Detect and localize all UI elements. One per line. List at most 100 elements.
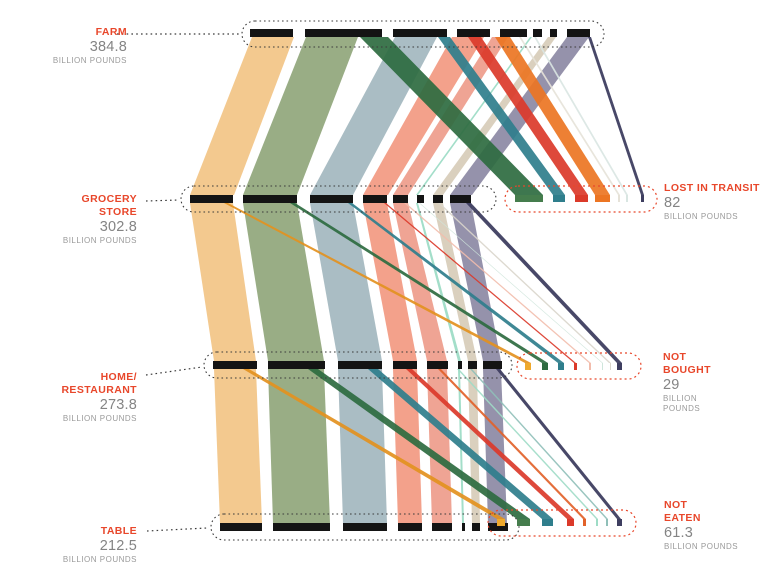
loss-unit: BILLION bbox=[663, 394, 698, 403]
stage-name: FARM bbox=[95, 26, 127, 38]
stage-unit: BILLION POUNDS bbox=[62, 236, 137, 245]
loss-bar-segment bbox=[542, 363, 548, 370]
stage-bar-segment bbox=[567, 29, 590, 37]
not-bought-label: NOT BOUGHT 29 BILLION POUNDS bbox=[663, 351, 768, 414]
loss-name: NOT bbox=[663, 351, 687, 363]
stage-bar-segment bbox=[220, 523, 262, 531]
flow-band-paleteal bbox=[470, 369, 608, 519]
loss-value: 82 bbox=[664, 195, 681, 211]
stage-name: RESTAURANT bbox=[61, 384, 137, 396]
flow-band-mint bbox=[457, 369, 598, 519]
stage-value: 302.8 bbox=[99, 219, 137, 235]
stage-bar-segment bbox=[432, 523, 452, 531]
flow-band-red bbox=[384, 203, 576, 363]
stage-group-outline bbox=[241, 20, 605, 48]
loss-group-outline bbox=[504, 185, 658, 213]
loss-unit: BILLION POUNDS bbox=[664, 212, 739, 221]
flow-band-salmon bbox=[363, 203, 417, 361]
flow-band-orange bbox=[495, 37, 610, 195]
flow-band-teal bbox=[368, 369, 553, 519]
flow-band-red bbox=[406, 369, 574, 519]
flow-band-tan bbox=[190, 37, 294, 195]
loss-bar-segment bbox=[602, 363, 603, 370]
stage-bar-segment bbox=[310, 195, 353, 203]
stage-bar-segment bbox=[417, 195, 424, 203]
loss-bar-segment bbox=[606, 519, 608, 526]
flow-band-red bbox=[468, 37, 588, 195]
stage-value: 384.8 bbox=[89, 39, 127, 55]
stage-bar-segment bbox=[393, 361, 417, 369]
loss-bar-segment bbox=[542, 519, 553, 526]
flow-band-purple bbox=[450, 203, 501, 361]
flow-band-pale2 bbox=[534, 37, 628, 195]
stage-bar-segment bbox=[550, 29, 557, 37]
flow-band-teal bbox=[348, 203, 564, 363]
home-restaurant-label: HOME/ RESTAURANT 273.8 BILLION POUNDS bbox=[17, 371, 137, 424]
stage-bar-segment bbox=[250, 29, 293, 37]
stage-bar-segment bbox=[398, 523, 422, 531]
flow-band-sage bbox=[243, 203, 324, 361]
stage-bar-segment bbox=[450, 195, 471, 203]
flow-band-navy bbox=[466, 203, 622, 363]
grocery-store-label: GROCERY STORE 302.8 BILLION POUNDS bbox=[17, 193, 137, 246]
leader-line bbox=[145, 366, 203, 376]
loss-name: BOUGHT bbox=[663, 364, 711, 376]
flow-band-tan bbox=[190, 203, 256, 361]
flow-band-palemint bbox=[419, 203, 603, 363]
loss-name: NOT bbox=[664, 499, 688, 511]
flow-band-amber2 bbox=[224, 203, 531, 363]
flow-band-darkgreen bbox=[308, 369, 530, 519]
flow-band-darkgreen bbox=[290, 203, 548, 363]
stage-bar-segment bbox=[268, 361, 325, 369]
loss-bar-segment bbox=[610, 363, 611, 370]
loss-bar-segment bbox=[596, 519, 598, 526]
flow-band-darkgreen bbox=[360, 37, 543, 195]
loss-bar-segment bbox=[497, 519, 505, 526]
loss-name: LOST IN TRANSIT bbox=[664, 182, 760, 194]
stage-group-outline bbox=[203, 351, 513, 379]
stage-bar-segment bbox=[457, 29, 490, 37]
loss-bar-segment bbox=[525, 363, 531, 370]
flow-band-salmon2 bbox=[427, 369, 452, 523]
leader-line bbox=[146, 527, 208, 532]
flow-band-pale1 bbox=[519, 37, 620, 195]
loss-bar-segment bbox=[589, 363, 591, 370]
loss-value: 29 bbox=[663, 377, 680, 393]
stage-unit: BILLION POUNDS bbox=[62, 414, 137, 423]
table-label: TABLE 212.5 BILLION POUNDS bbox=[17, 525, 137, 565]
leader-line bbox=[145, 199, 180, 202]
stage-bar-segment bbox=[458, 361, 462, 369]
flow-band-sage bbox=[268, 369, 330, 523]
stage-bar-segment bbox=[393, 195, 408, 203]
stage-bar-segment bbox=[343, 523, 387, 531]
stage-unit: BILLION POUNDS bbox=[52, 56, 127, 65]
stage-bar-segment bbox=[213, 361, 257, 369]
stage-bar-segment bbox=[427, 361, 448, 369]
flow-band-bluegray bbox=[338, 369, 387, 523]
stage-bar-segment bbox=[393, 29, 447, 37]
stage-bar-segment bbox=[273, 523, 330, 531]
loss-bar-segment bbox=[617, 519, 622, 526]
stage-bar-segment bbox=[433, 195, 443, 203]
lost-in-transit-label: LOST IN TRANSIT 82 BILLION POUNDS bbox=[664, 182, 768, 222]
flow-band-salmon bbox=[363, 37, 484, 195]
flow-band-tan bbox=[214, 369, 262, 523]
loss-bar-segment bbox=[641, 195, 644, 202]
farm-label: FARM 384.8 BILLION POUNDS bbox=[7, 26, 127, 66]
loss-bar-segment bbox=[595, 195, 610, 202]
stage-value: 212.5 bbox=[99, 538, 137, 554]
flow-band-bluegray bbox=[310, 203, 382, 361]
stage-bar-segment bbox=[472, 523, 480, 531]
loss-unit: POUNDS bbox=[663, 404, 701, 413]
loss-bar-segment bbox=[626, 195, 628, 202]
stage-bar-segment bbox=[190, 195, 233, 203]
stage-name: HOME/ bbox=[100, 371, 137, 383]
flow-band-orangered bbox=[438, 369, 586, 519]
loss-bar-segment bbox=[575, 195, 588, 202]
stage-bar-segment bbox=[500, 29, 527, 37]
loss-bar-segment bbox=[618, 195, 620, 202]
stage-group-outline bbox=[210, 513, 520, 541]
flow-band-navy bbox=[496, 369, 621, 519]
stage-bar-segment bbox=[363, 195, 387, 203]
